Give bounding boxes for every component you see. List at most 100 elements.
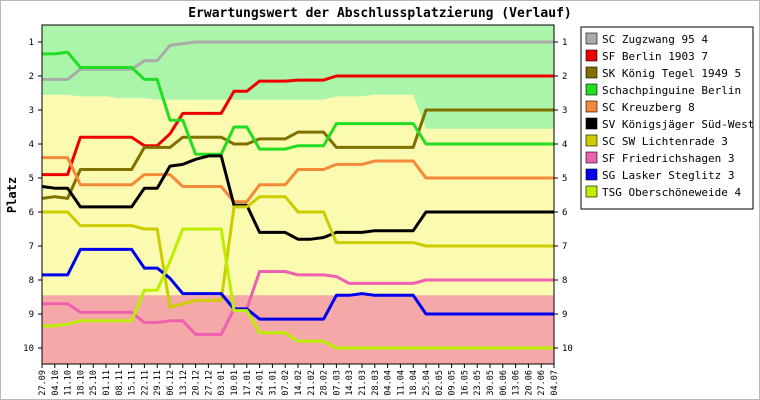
legend-label: TSG Oberschöneweide 4 [602, 186, 741, 199]
x-tick-label: 13.12 [179, 370, 189, 396]
band-top [42, 25, 554, 129]
x-tick-label: 18.04 [409, 370, 419, 396]
legend-swatch [585, 117, 598, 130]
legend-label: SF Berlin 1903 7 [602, 50, 708, 63]
y-tick-label-right: 1 [562, 38, 567, 48]
y-tick-label-right: 9 [562, 310, 567, 320]
x-tick-label: 04.07 [550, 370, 560, 396]
series-line [41, 108, 554, 200]
x-tick-label: 17.01 [243, 370, 253, 396]
x-tick-label: 14.03 [345, 370, 355, 396]
x-tick-label: 11.04 [396, 370, 406, 396]
y-tick-label-left: 6 [29, 208, 34, 218]
x-tick-label: 18.10 [76, 370, 86, 396]
y-tick-label-right: 8 [562, 276, 567, 286]
x-tick-label: 25.04 [422, 370, 432, 396]
x-tick-label: 28.02 [320, 370, 330, 396]
y-tick-label-right: 5 [562, 174, 567, 184]
x-tick-label: 02.05 [435, 370, 445, 396]
x-tick-label: 15.11 [128, 370, 138, 396]
series-line [42, 247, 554, 321]
legend-swatch [585, 49, 598, 62]
y-tick-label-right: 6 [562, 208, 567, 218]
x-tick-label: 21.03 [358, 370, 368, 396]
legend-label: SF Friedrichshagen 3 [602, 152, 734, 165]
x-tick-label: 09.05 [448, 370, 458, 396]
series-line [42, 270, 554, 336]
x-tick-label: 27.06 [537, 370, 547, 396]
series-lines [41, 40, 554, 350]
x-tick-label: 23.05 [473, 370, 483, 396]
legend-label: Schachpinguine Berlin [602, 84, 741, 97]
x-tick-label: 01.11 [102, 370, 112, 396]
x-tick-label: 30.05 [486, 370, 496, 396]
legend-swatch [585, 185, 598, 198]
x-tick-label: 22.11 [140, 370, 150, 396]
x-tick-label: 28.03 [371, 370, 381, 396]
y-tick-label-left: 5 [29, 174, 34, 184]
y-tick-label-left: 2 [29, 72, 34, 82]
y-tick-label-left: 9 [29, 310, 34, 320]
legend-swatch [585, 100, 598, 113]
x-tick-label: 11.10 [64, 370, 74, 396]
x-tick-label: 13.06 [512, 370, 522, 396]
y-axis-label: Platz [5, 177, 19, 213]
legend-label: SC Zugzwang 95 4 [602, 33, 708, 46]
series-line [42, 50, 554, 156]
legend: SC Zugzwang 95 4 SF Berlin 1903 7 SK König… [580, 26, 760, 210]
legend-swatch [585, 134, 598, 147]
legend-box [580, 26, 754, 210]
legend-label: SV Königsjäger Süd-West 4 [602, 118, 760, 131]
x-tick-label: 04.04 [384, 370, 394, 396]
chart-title: Erwartungswert der Abschlussplatzierung … [188, 6, 572, 21]
series-line [42, 195, 554, 309]
series-line [41, 154, 554, 241]
x-tick-label: 07.03 [332, 370, 342, 396]
y-ticks-left: 1 2 3 4 5 6 7 8 9 10 [23, 38, 42, 354]
x-tick-label: 21.02 [307, 370, 317, 396]
legend-swatch [585, 66, 598, 79]
x-ticks: 27.09 04.10 11.10 18.10 25.10 01.11 08.11 15.11… [38, 364, 560, 396]
y-tick-label-right: 7 [562, 242, 567, 252]
legend-swatch [585, 32, 598, 45]
band-bottom [42, 295, 554, 364]
x-tick-label: 08.11 [115, 370, 125, 396]
x-tick-label: 29.11 [153, 370, 163, 396]
x-tick-label: 31.01 [268, 370, 278, 396]
series-line [42, 156, 554, 204]
y-tick-label-left: 4 [29, 140, 34, 150]
x-tick-label: 16.05 [460, 370, 470, 396]
x-tick-label: 10.01 [230, 370, 240, 396]
x-tick-label: 27.12 [204, 370, 214, 396]
x-tick-label: 03.01 [217, 370, 227, 396]
y-tick-label-left: 8 [29, 276, 34, 286]
series-line [42, 227, 554, 350]
legend-label: SC SW Lichtenrade 3 [602, 135, 728, 148]
legend-swatch [585, 168, 598, 181]
x-tick-label: 04.10 [51, 370, 61, 396]
x-tick-label: 06.12 [166, 370, 176, 396]
y-tick-label-left: 1 [29, 38, 34, 48]
series-line [42, 40, 554, 81]
y-ticks-right: 1 2 3 4 5 6 7 8 9 10 [554, 38, 573, 354]
x-tick-label: 25.10 [89, 370, 99, 396]
x-tick-label: 20.06 [524, 370, 534, 396]
y-tick-label-left: 10 [23, 344, 34, 354]
legend-swatch [585, 151, 598, 164]
legend-label: SG Lasker Steglitz 3 [602, 169, 734, 182]
y-tick-label-right: 4 [562, 140, 567, 150]
x-tick-label: 14.02 [294, 370, 304, 396]
legend-label: SC Kreuzberg 8 [602, 101, 695, 114]
x-tick-label: 27.09 [38, 370, 48, 396]
x-tick-label: 07.02 [281, 370, 291, 396]
series-line [42, 74, 554, 177]
y-tick-label-right: 2 [562, 72, 567, 82]
x-tick-label: 24.01 [256, 370, 266, 396]
y-tick-label-right: 3 [562, 106, 567, 116]
y-tick-label-left: 7 [29, 242, 34, 252]
x-tick-label: 06.06 [499, 370, 509, 396]
legend-label: SK König Tegel 1949 5 [602, 67, 741, 80]
y-tick-label-left: 3 [29, 106, 34, 116]
x-tick-label: 20.12 [192, 370, 202, 396]
